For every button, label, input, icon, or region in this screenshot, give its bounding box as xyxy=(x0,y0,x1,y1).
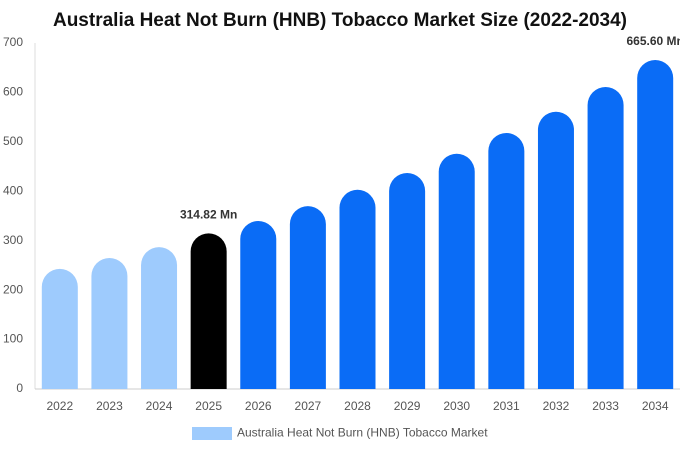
bar xyxy=(240,220,277,389)
x-tick-label: 2023 xyxy=(96,399,123,413)
x-tick-label: 2031 xyxy=(493,399,520,413)
x-tick-label: 2028 xyxy=(344,399,371,413)
value-label: 665.60 Mn xyxy=(627,34,680,48)
y-tick-label: 600 xyxy=(3,85,23,99)
bar xyxy=(438,153,475,389)
bar xyxy=(488,132,525,389)
y-tick-label: 0 xyxy=(16,381,23,395)
y-tick-label: 300 xyxy=(3,233,23,247)
bar xyxy=(141,247,178,389)
y-tick-label: 100 xyxy=(3,332,23,346)
legend-label: Australia Heat Not Burn (HNB) Tobacco Ma… xyxy=(237,426,488,440)
bar xyxy=(537,111,574,389)
x-tick-label: 2034 xyxy=(642,399,669,413)
bar xyxy=(41,268,78,389)
bar xyxy=(587,86,624,389)
x-tick-label: 2022 xyxy=(46,399,73,413)
bar xyxy=(289,206,326,389)
x-tick-label: 2024 xyxy=(146,399,173,413)
x-tick-label: 2030 xyxy=(443,399,470,413)
y-tick-label: 400 xyxy=(3,183,23,197)
x-tick-label: 2026 xyxy=(245,399,272,413)
value-label: 314.82 Mn xyxy=(180,208,237,222)
bar xyxy=(389,172,426,389)
bar xyxy=(91,258,128,389)
x-tick-label: 2032 xyxy=(543,399,570,413)
bar xyxy=(190,233,227,389)
x-tick-label: 2029 xyxy=(394,399,421,413)
x-tick-label: 2025 xyxy=(195,399,222,413)
legend-swatch xyxy=(192,427,232,440)
bar xyxy=(339,189,376,389)
bar xyxy=(637,60,674,390)
chart-title: Australia Heat Not Burn (HNB) Tobacco Ma… xyxy=(53,10,627,31)
x-tick-label: 2033 xyxy=(592,399,619,413)
x-tick-label: 2027 xyxy=(295,399,322,413)
y-tick-label: 700 xyxy=(3,35,23,49)
y-tick-label: 200 xyxy=(3,282,23,296)
y-tick-label: 500 xyxy=(3,134,23,148)
